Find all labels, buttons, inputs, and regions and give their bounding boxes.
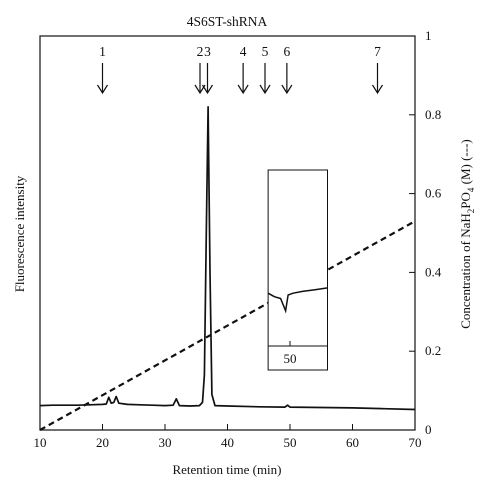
x-tick-label: 20 xyxy=(96,435,109,450)
peak-arrow-head-icon xyxy=(259,84,271,95)
x-tick-label: 50 xyxy=(284,435,297,450)
x-tick-label: 60 xyxy=(346,435,359,450)
fluorescence-trace xyxy=(39,106,416,411)
right-y-tick-label: 0.2 xyxy=(425,343,441,358)
x-tick-label: 10 xyxy=(34,435,47,450)
gradient-dashed-line xyxy=(39,220,416,431)
peak-arrow-head-icon xyxy=(371,84,384,95)
peak-marker-label: 7 xyxy=(374,44,381,59)
peak-marker-label: 2 xyxy=(197,44,204,59)
peak-arrow-head-icon xyxy=(96,84,109,95)
right-y-tick-label: 0.8 xyxy=(425,107,441,122)
peak-marker-label: 6 xyxy=(284,44,291,59)
right-y-tick-label: 1 xyxy=(425,28,432,43)
peak-marker-label: 1 xyxy=(99,44,106,59)
left-y-axis-label: Fluorescence intensity xyxy=(12,175,27,292)
peak-arrow-head-icon xyxy=(194,84,206,95)
peak-arrow-head-icon xyxy=(237,84,249,95)
right-y-tick-label: 0.4 xyxy=(425,264,442,279)
x-tick-label: 30 xyxy=(159,435,172,450)
right-y-axis-label: Concentration of NaH2PO4 (M) (---) xyxy=(458,139,476,329)
peak-marker-label: 3 xyxy=(204,44,211,59)
x-tick-label: 40 xyxy=(221,435,234,450)
x-tick-label: 70 xyxy=(409,435,422,450)
peak-marker-label: 5 xyxy=(262,44,269,59)
inset-box: 50 xyxy=(267,169,328,371)
inset-trace xyxy=(267,287,328,314)
right-y-tick-label: 0.6 xyxy=(425,186,442,201)
inset-frame xyxy=(267,169,328,371)
chart-title: 4S6ST-shRNA xyxy=(187,14,268,29)
plot-frame xyxy=(39,35,416,431)
x-axis: 10 20 30 40 50 60 70 xyxy=(34,424,422,450)
series-group xyxy=(39,106,416,431)
x-axis-label: Retention time (min) xyxy=(172,462,281,477)
right-y-tick-label: 0 xyxy=(425,422,432,437)
inset-tick-label: 50 xyxy=(284,351,297,366)
peak-arrow-head-icon xyxy=(201,84,214,95)
peak-marker-label: 4 xyxy=(240,44,247,59)
peak-arrow-head-icon xyxy=(281,84,293,95)
right-y-axis: 0 0.2 0.4 0.6 0.8 1 xyxy=(409,28,442,437)
